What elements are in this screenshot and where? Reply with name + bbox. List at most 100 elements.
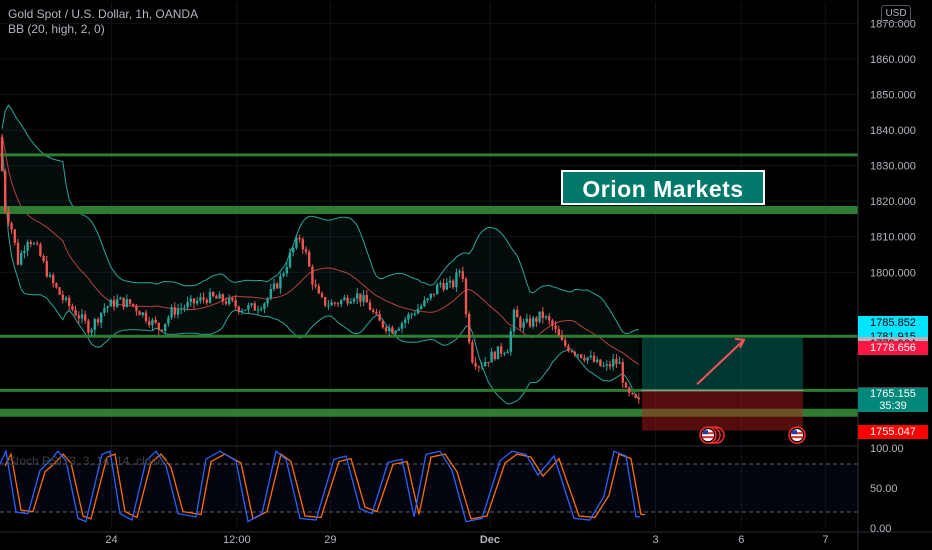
candle-body (496, 346, 500, 360)
candle-body (458, 271, 461, 273)
candle-body (423, 300, 426, 306)
candle-body (157, 322, 160, 330)
candle-body (340, 300, 343, 305)
candle-body (615, 359, 618, 364)
candle-body (45, 261, 48, 277)
candle-body (186, 301, 189, 308)
candle-body (100, 312, 103, 323)
candle-body (135, 305, 138, 312)
candle-body (148, 321, 151, 326)
bar-countdown: 35:39 (879, 400, 907, 413)
candle-body (628, 387, 631, 393)
candle-body (74, 309, 77, 316)
candle-body (192, 298, 196, 304)
candle-body (138, 311, 141, 316)
candle-body (269, 289, 272, 299)
candle-body (7, 211, 10, 224)
candle-body (365, 295, 368, 303)
candle-body (250, 303, 253, 306)
x-tick-label: Dec (480, 534, 500, 546)
candle-body (368, 302, 372, 311)
candle-body (304, 249, 308, 252)
candles (0, 133, 640, 404)
candle-body (167, 317, 170, 324)
candle-body (173, 307, 176, 315)
candle-body (26, 242, 29, 251)
candle-body (388, 327, 391, 332)
candle-body (301, 239, 304, 250)
trend-arrow (696, 339, 745, 386)
candle-body (397, 328, 400, 331)
candle-body (621, 362, 624, 383)
candle-body (285, 267, 288, 274)
candle-body (375, 312, 378, 315)
candle-body (55, 283, 58, 288)
stoch-indicator-label: Stoch RSI (3, 3, 14, 14, close) (8, 454, 169, 468)
candle-body (420, 305, 423, 309)
bb-upper (1, 104, 639, 335)
candle-body (317, 286, 320, 294)
candle-body (93, 319, 96, 330)
candle-body (612, 359, 615, 367)
candle-body (324, 297, 327, 306)
y-tick-label: 1820.000 (870, 196, 916, 208)
stoch-band-fill (0, 464, 858, 512)
y-tick-label: 1850.000 (870, 89, 916, 101)
candle-body (500, 346, 503, 354)
position-tool[interactable] (642, 337, 806, 444)
candle-body (87, 320, 90, 333)
candle-body (240, 310, 244, 312)
y-tick-label: 1830.000 (870, 161, 916, 173)
candle-body (455, 272, 458, 288)
candle-body (432, 293, 436, 295)
candle-body (541, 311, 544, 318)
candle-body (170, 307, 173, 318)
candle-body (426, 298, 429, 301)
candle-body (231, 297, 234, 301)
candle-body (410, 313, 413, 315)
candle-body (573, 352, 576, 355)
candle-body (567, 345, 570, 352)
candle-body (244, 309, 247, 311)
candle-body (327, 305, 330, 307)
candle-body (144, 312, 148, 322)
candle-body (36, 243, 39, 245)
price-label: 1755.047 (858, 425, 928, 440)
candle-body (554, 325, 557, 330)
bollinger-bands (1, 104, 640, 405)
stoch-k-line (0, 449, 640, 523)
candle-body (224, 301, 228, 304)
candle-body (282, 273, 285, 276)
x-tick-label: 6 (738, 534, 744, 546)
candle-body (71, 306, 74, 310)
candle-body (228, 297, 231, 304)
candle-body (106, 306, 109, 309)
candle-body (272, 283, 276, 290)
candle-body (506, 351, 509, 354)
candle-body (61, 294, 64, 300)
candle-body (407, 314, 410, 320)
candle-body (103, 308, 106, 313)
candle-body (480, 366, 484, 368)
candle-body (164, 323, 167, 331)
currency-button[interactable]: USD (881, 5, 911, 23)
candle-body (39, 244, 42, 257)
candle-body (439, 283, 442, 285)
candle-body (80, 314, 84, 319)
candle-body (336, 303, 340, 305)
candle-body (205, 299, 208, 303)
candle-body (237, 306, 240, 312)
candle-body (580, 354, 583, 358)
candle-body (20, 252, 23, 265)
y-tick-label: 1800.000 (870, 267, 916, 279)
candle-body (112, 299, 116, 307)
candle-body (592, 355, 596, 362)
candle-body (253, 303, 256, 311)
candle-body (23, 250, 26, 253)
y-tick-label: 1860.000 (870, 54, 916, 66)
candle-body (77, 315, 80, 319)
candle-body (608, 364, 612, 367)
candle-body (349, 301, 352, 304)
